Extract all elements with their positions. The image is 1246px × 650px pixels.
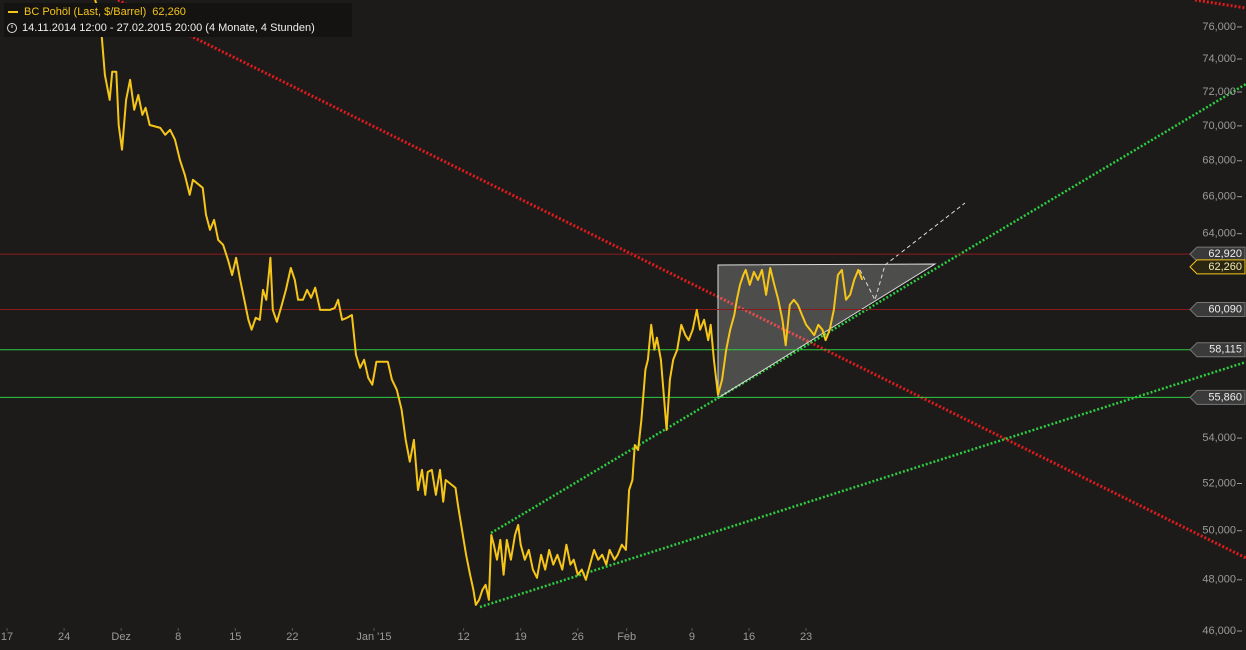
x-tick-label: 17 (1, 631, 13, 643)
trend-line (490, 82, 1246, 535)
y-tick-label: 48,000 (1202, 574, 1236, 586)
y-tick-label: 70,000 (1202, 120, 1236, 132)
level-label: 60,090 (1208, 303, 1242, 315)
x-tick-label: 23 (800, 631, 812, 643)
level-label: 62,260 (1208, 261, 1242, 273)
x-tick-label: Dez (111, 631, 131, 643)
x-tick-label: 9 (689, 631, 695, 643)
y-tick-label: 76,000 (1202, 21, 1236, 33)
x-tick-label: 22 (286, 631, 298, 643)
x-tick-label: 16 (743, 631, 755, 643)
level-marker (1189, 389, 1246, 405)
y-tick-label: 68,000 (1202, 155, 1236, 167)
level-label: 58,115 (1209, 344, 1242, 356)
y-tick-label: 74,000 (1202, 53, 1236, 65)
x-tick-label: 24 (58, 631, 70, 643)
level-marker (1189, 246, 1246, 262)
legend-box (4, 3, 352, 37)
series-name: BC Pohöl (Last, $/Barrel) (24, 6, 146, 18)
triangle-pattern (717, 263, 937, 399)
drawings (117, 0, 1246, 609)
y-tick-label: 46,000 (1202, 625, 1236, 637)
x-tick-label: Feb (617, 631, 636, 643)
price-line (94, 0, 864, 606)
projection-arrow (859, 202, 966, 302)
level-label: 62,920 (1208, 248, 1242, 260)
y-tick-label: 72,000 (1202, 86, 1236, 98)
x-tick-label: 12 (457, 631, 469, 643)
x-tick-label: 15 (229, 631, 241, 643)
trend-line (117, 0, 1246, 560)
date-range: 14.11.2014 12:00 - 27.02.2015 20:00 (4 M… (22, 22, 315, 34)
x-tick-label: 26 (572, 631, 584, 643)
y-tick-label: 66,000 (1202, 191, 1236, 203)
y-tick-label: 54,000 (1202, 432, 1236, 444)
y-tick-label: 50,000 (1202, 525, 1236, 537)
y-tick-label: 52,000 (1202, 477, 1236, 489)
y-tick-label: 64,000 (1202, 228, 1236, 240)
x-tick-label: Jan '15 (356, 631, 391, 643)
x-tick-label: 8 (175, 631, 181, 643)
level-marker (1189, 302, 1246, 318)
clock-icon (7, 23, 17, 33)
x-tick-label: 19 (515, 631, 527, 643)
trend-line (1194, 0, 1246, 10)
level-marker (1189, 342, 1246, 358)
level-marker (1189, 259, 1246, 275)
legend-entry: BC Pohöl (Last, $/Barrel) 62,260 (24, 6, 186, 18)
last-price: 62,260 (152, 6, 186, 18)
level-label: 55,860 (1208, 391, 1242, 403)
